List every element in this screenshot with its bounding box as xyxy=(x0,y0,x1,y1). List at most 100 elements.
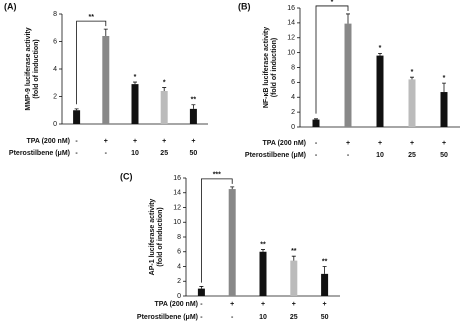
error-bar xyxy=(378,52,382,56)
y-tick-label: 10 xyxy=(173,219,181,226)
y-tick-label: 4 xyxy=(177,263,181,270)
x-row-value: - xyxy=(75,138,78,145)
x-row-value: + xyxy=(410,140,414,147)
x-row-value: 50 xyxy=(321,314,329,321)
y-tick-label: 10 xyxy=(287,49,295,56)
significance-label: * xyxy=(411,69,414,76)
x-row-value: 25 xyxy=(160,150,168,157)
y-tick-label: 12 xyxy=(173,204,181,211)
x-row-label: TPA (200 nM) xyxy=(26,138,70,145)
x-row-value: - xyxy=(347,152,350,159)
y-tick-label: 16 xyxy=(173,175,181,182)
x-row-value: - xyxy=(75,150,78,157)
bracket xyxy=(315,5,349,114)
x-row-value: - xyxy=(200,301,203,308)
error-bar xyxy=(191,104,196,109)
x-row-value: - xyxy=(315,140,318,147)
x-row-label: Pterostilbene (μM) xyxy=(137,314,198,321)
error-bar xyxy=(133,81,137,85)
y-tick-label: 6 xyxy=(177,249,181,256)
x-row-value: 25 xyxy=(408,152,416,159)
bar xyxy=(197,288,205,296)
bar xyxy=(321,273,329,296)
y-tick-label: 12 xyxy=(287,35,295,42)
x-row-value: 10 xyxy=(376,152,384,159)
significance-label: * xyxy=(134,74,137,81)
x-row-value: - xyxy=(200,314,203,321)
bracket-label: *** xyxy=(213,172,221,179)
y-tick-label: 0 xyxy=(53,121,57,128)
significance-label: ** xyxy=(191,97,197,104)
significance-label: ** xyxy=(291,248,297,255)
y-tick-label: 14 xyxy=(173,190,181,197)
bar xyxy=(344,23,352,127)
bar xyxy=(440,92,448,127)
y-tick-label: 14 xyxy=(287,20,295,27)
error-bar xyxy=(442,82,446,93)
significance-label: ** xyxy=(260,241,266,248)
y-axis-label: (fold of induction) xyxy=(33,39,40,98)
x-row-value: - xyxy=(231,314,234,321)
error-bar xyxy=(291,255,296,261)
x-row-value: + xyxy=(230,301,234,308)
x-row-value: 50 xyxy=(440,152,448,159)
bracket xyxy=(76,20,107,105)
bar xyxy=(102,36,110,124)
y-axis-label: (fold of induction) xyxy=(157,207,164,266)
bar xyxy=(228,189,236,296)
x-row-value: + xyxy=(378,140,382,147)
y-tick-label: 16 xyxy=(287,5,295,12)
bar xyxy=(189,108,197,124)
panel-label: (B) xyxy=(238,1,251,11)
y-axis-label: NF-κB luciferase activity xyxy=(263,27,270,108)
bracket-label: * xyxy=(331,0,334,6)
x-row-value: + xyxy=(133,138,137,145)
bar xyxy=(290,260,298,296)
error-bar xyxy=(230,186,235,190)
error-bar xyxy=(74,108,79,111)
y-tick-label: 2 xyxy=(53,93,57,100)
y-tick-label: 8 xyxy=(177,234,181,241)
error-bar xyxy=(162,87,167,91)
y-axis-label: MMP-9 luciferase activity xyxy=(25,27,32,110)
x-row-value: + xyxy=(323,301,327,308)
x-row-value: + xyxy=(162,138,166,145)
significance-label: * xyxy=(163,79,166,86)
y-tick-label: 0 xyxy=(177,293,181,300)
y-tick-label: 6 xyxy=(53,38,57,45)
error-bar xyxy=(314,118,318,120)
x-row-value: + xyxy=(292,301,296,308)
x-row-label: Pterostilbene (μM) xyxy=(245,152,306,159)
error-bar xyxy=(261,249,265,252)
significance-label: ** xyxy=(322,258,328,265)
error-bar xyxy=(103,28,108,36)
y-tick-label: 0 xyxy=(291,124,295,131)
x-row-label: TPA (200 nM) xyxy=(154,301,198,308)
bar xyxy=(312,119,320,127)
x-row-value: - xyxy=(315,152,318,159)
x-row-value: - xyxy=(105,150,108,157)
x-row-value: + xyxy=(104,138,108,145)
y-tick-label: 8 xyxy=(53,11,57,18)
x-row-value: + xyxy=(191,138,195,145)
x-row-value: + xyxy=(346,140,350,147)
y-axis-label: (fold of induction) xyxy=(271,38,278,97)
significance-label: * xyxy=(443,75,446,82)
error-bar xyxy=(322,266,327,274)
y-tick-label: 2 xyxy=(291,109,295,116)
error-bar xyxy=(199,286,204,289)
y-axis-label: AP-1 luciferase activity xyxy=(149,199,156,276)
panel-label: (C) xyxy=(120,171,133,181)
x-row-value: + xyxy=(442,140,446,147)
panel-label: (A) xyxy=(4,1,17,11)
bar xyxy=(259,251,267,296)
bar xyxy=(376,55,384,127)
x-row-value: 25 xyxy=(290,314,298,321)
bar xyxy=(408,79,416,127)
bracket xyxy=(201,178,233,283)
x-row-value: + xyxy=(261,301,265,308)
y-tick-label: 8 xyxy=(291,64,295,71)
significance-label: * xyxy=(379,45,382,52)
y-tick-label: 2 xyxy=(177,278,181,285)
